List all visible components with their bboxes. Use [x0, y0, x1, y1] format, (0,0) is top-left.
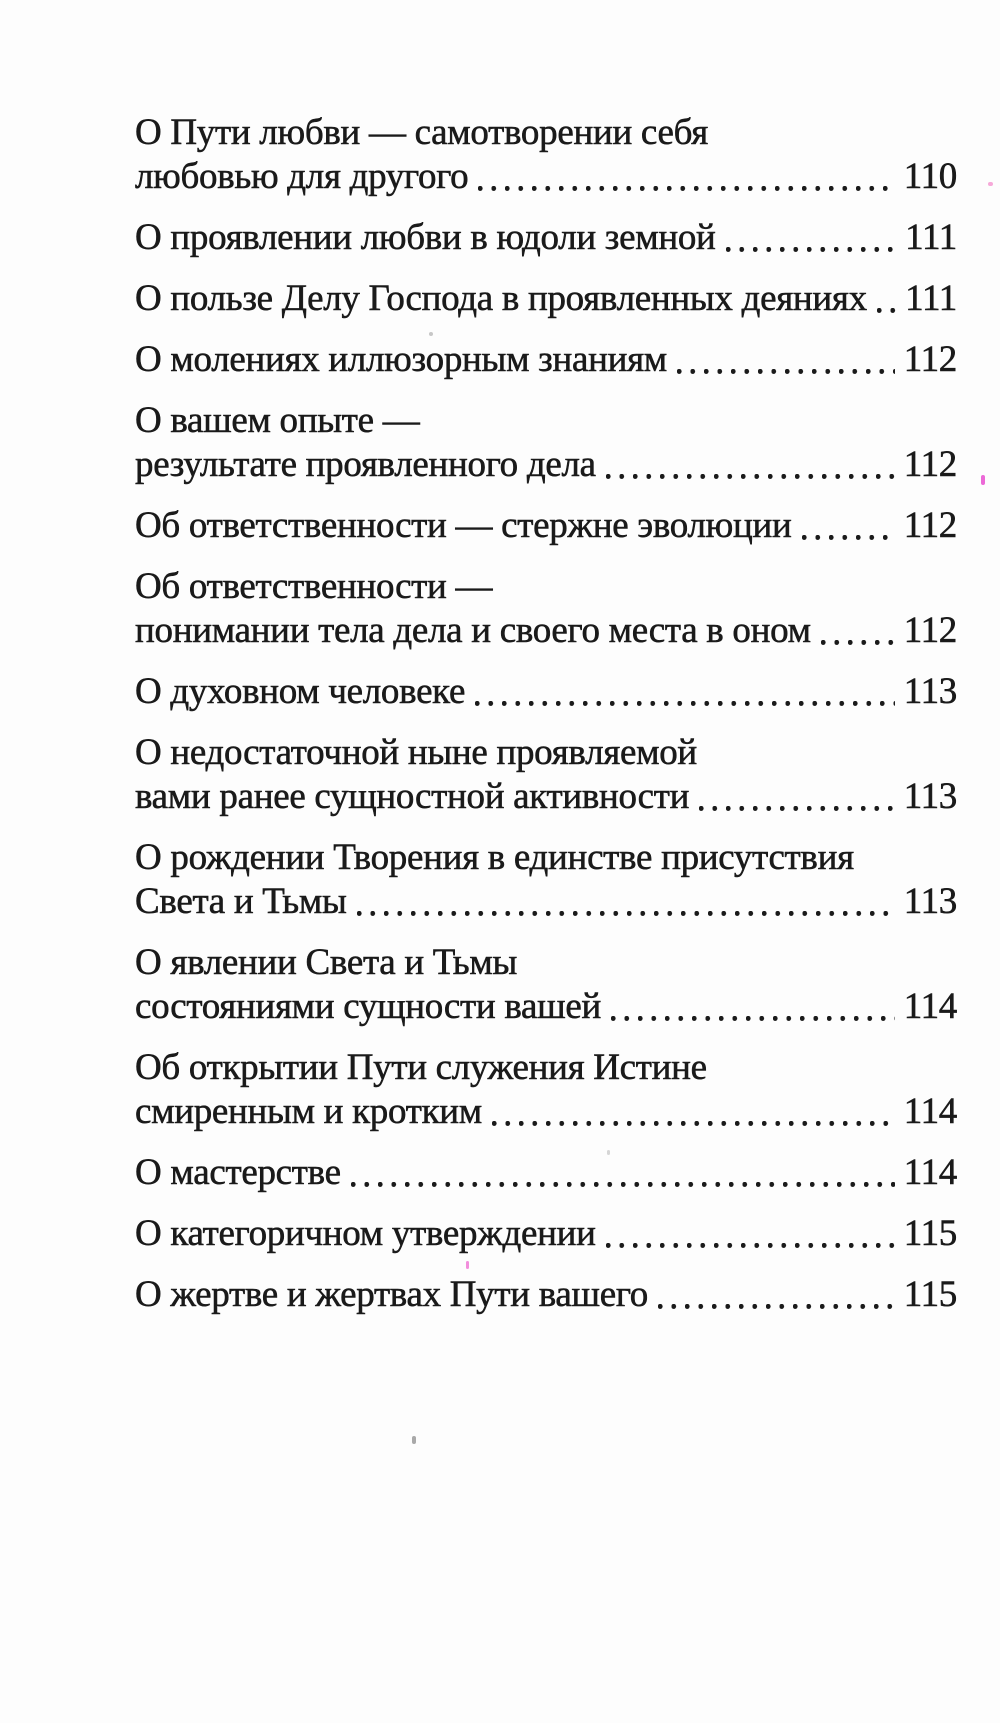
dot-leader — [657, 1273, 895, 1317]
toc-title-line: Об ответственности — — [135, 566, 493, 608]
toc-title-row: О мастерстве 114 — [135, 1151, 958, 1195]
toc-title-row: Об ответственности — стержне эволюции 11… — [135, 504, 958, 548]
toc-title-line: О недостаточной ныне проявляемой — [135, 732, 698, 774]
scan-speck — [412, 1436, 416, 1444]
toc-entry: О вашем опыте — результате проявленного … — [135, 399, 958, 487]
toc-title: Об ответственности — стержне эволюции — [135, 505, 792, 547]
toc-title-row: Света и Тьмы 113 — [135, 880, 958, 924]
toc-title-line: О Пути любви — самотворении себя — [135, 112, 709, 154]
toc-entry: О жертве и жертвах Пути вашего 115 — [135, 1273, 958, 1317]
toc-title-row: О проявлении любви в юдоли земной 111 — [135, 216, 958, 260]
toc-title-row: О пользе Делу Господа в проявленных деян… — [135, 277, 958, 321]
toc-page-number: 112 — [903, 339, 957, 381]
dot-leader — [478, 155, 895, 199]
dot-leader — [820, 609, 895, 653]
toc-entry: О пользе Делу Господа в проявленных деян… — [135, 277, 958, 321]
toc-page-number: 114 — [903, 1091, 957, 1133]
toc-page-number: 115 — [903, 1213, 957, 1255]
toc-page-number: 113 — [903, 881, 957, 923]
scan-speck — [981, 475, 985, 485]
dot-leader — [610, 985, 895, 1029]
toc-title-row: результате проявленного дела 112 — [135, 443, 958, 487]
toc-page-number: 113 — [903, 776, 957, 818]
scan-speck — [607, 1150, 610, 1155]
toc-title-row: понимании тела дела и своего места в оно… — [135, 609, 958, 653]
toc-title: О духовном человеке — [135, 671, 466, 713]
toc-list: О Пути любви — самотворении себя любовью… — [135, 111, 958, 1334]
toc-entry: Об открытии Пути служения Истине смиренн… — [135, 1046, 958, 1134]
dot-leader — [676, 338, 895, 382]
toc-title: понимании тела дела и своего места в оно… — [135, 610, 811, 652]
toc-title-row: О жертве и жертвах Пути вашего 115 — [135, 1273, 958, 1317]
toc-title: О проявлении любви в юдоли земной — [135, 217, 716, 259]
toc-entry: О мастерстве 114 — [135, 1151, 958, 1195]
dot-leader — [605, 443, 895, 487]
toc-page-number: 114 — [903, 1152, 957, 1194]
toc-title-line: О рождении Творения в единстве присутств… — [135, 837, 855, 879]
toc-page-number: 112 — [903, 610, 957, 652]
toc-entry: О категоричном утверждении 115 — [135, 1212, 958, 1256]
toc-entry: О проявлении любви в юдоли земной 111 — [135, 216, 958, 260]
toc-entry: О явлении Света и Тьмы состояниями сущно… — [135, 941, 958, 1029]
dot-leader — [876, 277, 897, 321]
toc-title: любовью для другого — [135, 156, 469, 198]
toc-title-row: О категоричном утверждении 115 — [135, 1212, 958, 1256]
toc-title: Света и Тьмы — [135, 881, 347, 923]
toc-title: О молениях иллюзорным знаниям — [135, 339, 667, 381]
toc-title-row: вами ранее сущностной активности 113 — [135, 775, 958, 819]
toc-title-row: смиренным и кротким 114 — [135, 1090, 958, 1134]
toc-entry: О молениях иллюзорным знаниям 112 — [135, 338, 958, 382]
toc-entry: Об ответственности — стержне эволюции 11… — [135, 504, 958, 548]
dot-leader — [350, 1151, 895, 1195]
toc-title: результате проявленного дела — [135, 444, 596, 486]
dot-leader — [605, 1212, 895, 1256]
toc-entry: О Пути любви — самотворении себя любовью… — [135, 111, 958, 199]
toc-title: О жертве и жертвах Пути вашего — [135, 1274, 648, 1316]
toc-title: О мастерстве — [135, 1152, 341, 1194]
toc-entry: О рождении Творения в единстве присутств… — [135, 836, 958, 924]
toc-title-row: любовью для другого 110 — [135, 155, 958, 199]
toc-entry: О духовном человеке 113 — [135, 670, 958, 714]
toc-title-line: Об открытии Пути служения Истине — [135, 1047, 708, 1089]
dot-leader — [475, 670, 895, 714]
toc-title-line: О явлении Света и Тьмы — [135, 942, 518, 984]
dot-leader — [801, 504, 895, 548]
toc-title-row: О молениях иллюзорным знаниям 112 — [135, 338, 958, 382]
dot-leader — [356, 880, 895, 924]
toc-page-number: 112 — [903, 444, 957, 486]
toc-title-row: О духовном человеке 113 — [135, 670, 958, 714]
toc-title: смиренным и кротким — [135, 1091, 482, 1133]
toc-page-number: 113 — [903, 671, 957, 713]
scan-speck — [466, 1261, 469, 1269]
toc-page-number: 111 — [905, 278, 958, 320]
toc-page-number: 110 — [903, 156, 957, 198]
toc-title: вами ранее сущностной активности — [135, 776, 690, 818]
scan-speck — [429, 332, 433, 336]
toc-page-number: 115 — [903, 1274, 957, 1316]
toc-entry: Об ответственности — понимании тела дела… — [135, 565, 958, 653]
toc-page-number: 111 — [905, 217, 958, 259]
toc-title-row: состояниями сущности вашей 114 — [135, 985, 958, 1029]
scan-speck — [988, 182, 993, 186]
dot-leader — [491, 1090, 895, 1134]
toc-title: О пользе Делу Господа в проявленных деян… — [135, 278, 867, 320]
toc-title: О категоричном утверждении — [135, 1213, 596, 1255]
dot-leader — [699, 775, 895, 819]
toc-title: состояниями сущности вашей — [135, 986, 601, 1028]
toc-title-line: О вашем опыте — — [135, 400, 420, 442]
toc-entry: О недостаточной ныне проявляемой вами ра… — [135, 731, 958, 819]
toc-page-number: 114 — [903, 986, 957, 1028]
toc-page-number: 112 — [903, 505, 957, 547]
dot-leader — [725, 216, 897, 260]
